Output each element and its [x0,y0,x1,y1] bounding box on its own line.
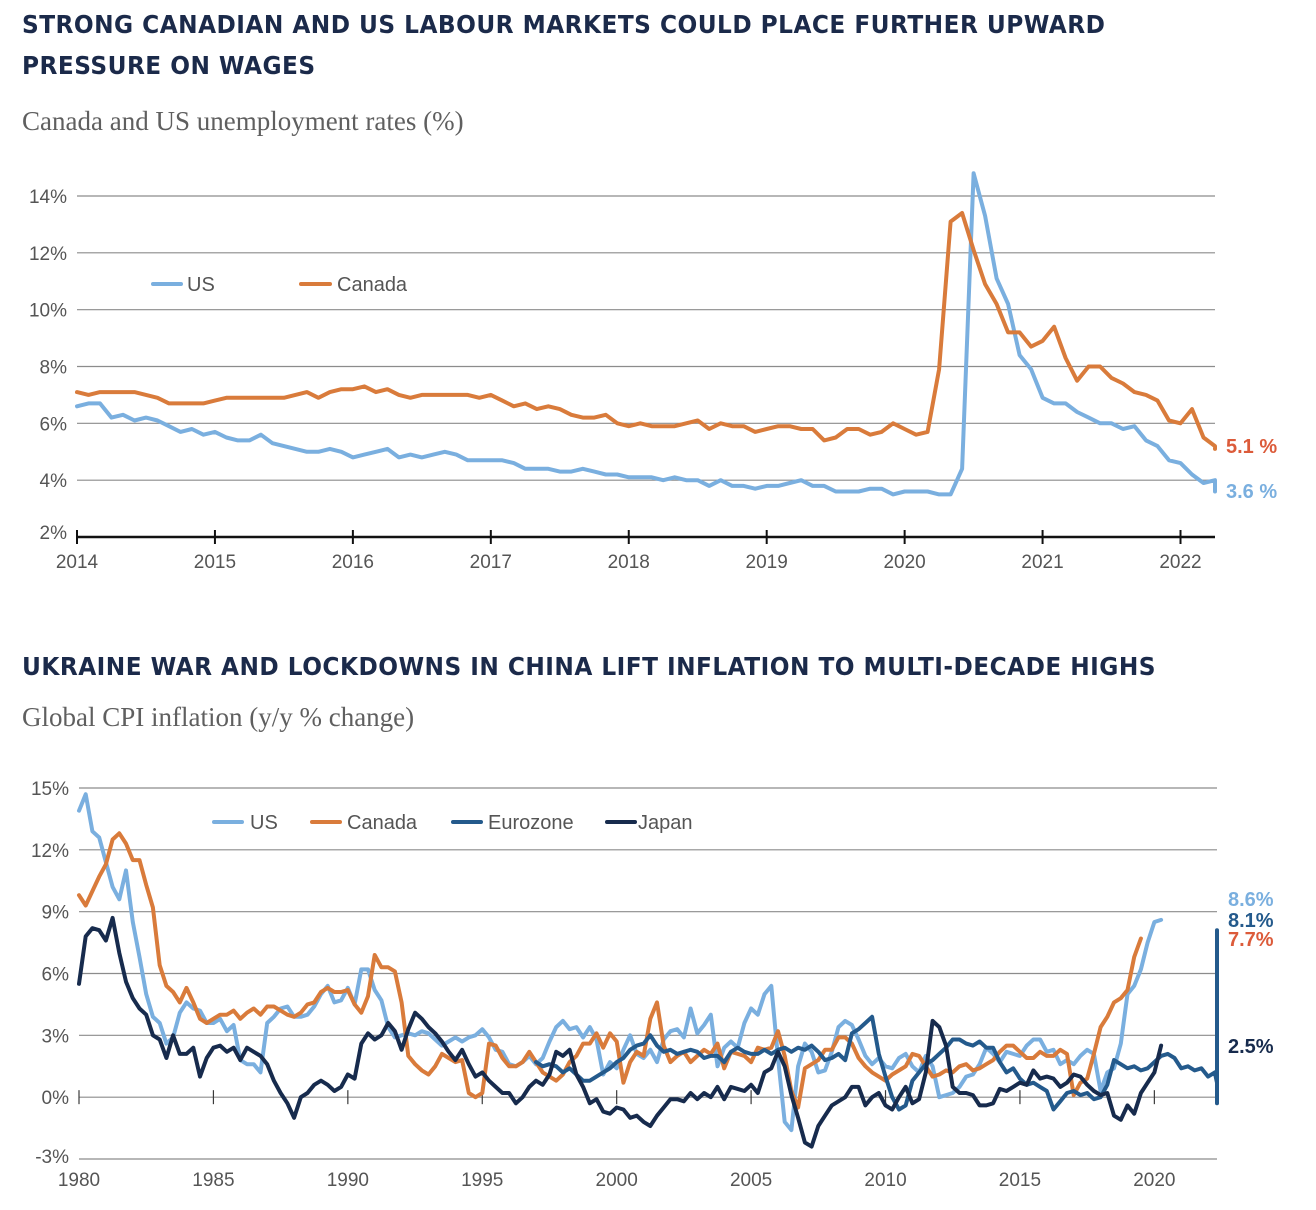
unemployment-chart: 2014 2015 2016 2017 2018 2019 2020 2021 2022 2% 4… [29,171,1277,573]
end-label-japan: 2.5% [1228,1036,1274,1058]
end-label-us: 8.6% [1228,889,1274,911]
chart2-end-labels: 8.6% 8.1% 7.7% 2.5% [1228,889,1274,1058]
y-tick-label: 10% [29,301,67,322]
legend-label-us: US [187,274,215,296]
chart1-title: Canada and US unemployment rates (%) [22,106,464,136]
chart2-lines [77,792,1219,1149]
x-tick-label: 1990 [327,1170,369,1191]
chart2-headline-line-1: UKRAINE WAR AND LOCKDOWNS IN CHINA LIFT … [22,652,1156,681]
legend-label-canada: Canada [337,274,408,296]
end-label-canada: 7.7% [1228,929,1274,951]
x-tick-label: 2022 [1159,552,1201,573]
y-tick-label: 12% [29,244,67,265]
chart2-y-axis: -3% 0% 3% 6% 9% 12% 15% [31,779,69,1168]
x-tick-label: 2015 [194,552,236,573]
chart1-legend: US Canada [151,274,408,296]
y-tick-label: 0% [42,1088,70,1109]
chart1-y-axis: 2% 4% 6% 8% 10% 12% 14% [29,187,67,544]
x-tick-label: 2021 [1021,552,1063,573]
series-line-canada [75,211,1217,451]
end-label-canada: 5.1 % [1226,436,1277,458]
chart2-headline: UKRAINE WAR AND LOCKDOWNS IN CHINA LIFT … [22,646,1156,687]
chart1-headline-line-2: PRESSURE ON WAGES [22,51,316,80]
x-tick-label: 2019 [746,552,788,573]
x-tick-label: 1995 [461,1170,503,1191]
chart1-end-labels: 5.1 % 3.6 % [1226,436,1277,503]
x-tick-label: 1980 [58,1170,100,1191]
y-tick-label: 9% [42,903,70,924]
x-tick-label: 2018 [608,552,650,573]
x-tick-label: 2015 [999,1170,1041,1191]
x-tick-label: 2016 [332,552,374,573]
y-tick-label: 4% [40,471,68,492]
chart1-lines [75,171,1217,497]
y-tick-label: 6% [40,414,68,435]
y-tick-label: -3% [35,1147,69,1168]
chart2-legend: US Canada Eurozone Japan [212,812,693,834]
y-tick-label: 15% [31,779,69,800]
x-tick-label: 2020 [883,552,925,573]
chart1-headline: STRONG CANADIAN AND US LABOUR MARKETS CO… [22,4,1105,86]
x-tick-label: 1985 [192,1170,234,1191]
series-line-japan [77,915,1164,1149]
legend-label-eurozone: Eurozone [488,812,574,834]
x-tick-label: 2000 [596,1170,638,1191]
series-line-us [75,171,1217,497]
series-line-eurozone [534,928,1219,1112]
y-tick-label: 12% [31,841,69,862]
x-tick-label: 2005 [730,1170,772,1191]
y-tick-label: 14% [29,187,67,208]
legend-label-us: US [250,812,278,834]
chart2-title: Global CPI inflation (y/y % change) [22,702,415,732]
y-tick-label: 2% [40,523,68,544]
series-line-canada [77,831,1143,1110]
series-line-us [77,792,1164,1133]
end-label-eurozone: 8.1% [1228,910,1274,932]
legend-label-japan: Japan [638,812,693,834]
chart1-headline-line-1: STRONG CANADIAN AND US LABOUR MARKETS CO… [22,10,1106,39]
chart1-gridlines [77,195,1215,481]
y-tick-label: 3% [42,1026,70,1047]
y-tick-label: 6% [42,965,70,986]
legend-label-canada: Canada [347,812,418,834]
chart1-x-axis: 2014 2015 2016 2017 2018 2019 2020 2021 2022 [56,530,1215,573]
x-tick-label: 2014 [56,552,99,573]
chart2-gridlines [79,787,1217,1160]
end-label-us: 3.6 % [1226,481,1277,503]
x-tick-label: 2020 [1133,1170,1175,1191]
chart2-x-axis: 1980 1985 1990 1995 2000 2005 2010 2015 2020 [58,1090,1176,1191]
y-tick-label: 8% [40,358,68,379]
x-tick-label: 2017 [470,552,512,573]
x-tick-label: 2010 [864,1170,906,1191]
